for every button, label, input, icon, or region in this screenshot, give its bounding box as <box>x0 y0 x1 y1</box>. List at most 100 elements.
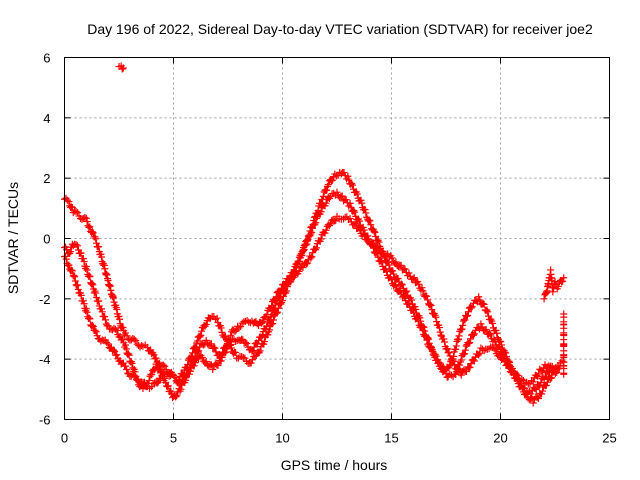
data-point <box>148 349 159 363</box>
data-point <box>65 198 76 212</box>
data-point <box>156 361 167 371</box>
x-tick-label: 15 <box>384 431 398 446</box>
data-point <box>457 366 470 379</box>
x-tick-label: 0 <box>61 431 68 446</box>
data-point <box>553 283 562 293</box>
data-point <box>207 312 219 323</box>
data-point <box>418 323 432 348</box>
data-point <box>390 270 403 286</box>
data-point <box>490 344 503 360</box>
data-point <box>246 352 259 367</box>
data-point <box>431 311 445 339</box>
data-point <box>438 332 451 353</box>
y-tick-label: 2 <box>43 171 50 186</box>
data-point <box>503 360 516 376</box>
data-point <box>326 189 339 201</box>
data-point <box>470 349 484 365</box>
data-point <box>69 240 80 250</box>
data-point <box>431 351 445 369</box>
data-point <box>130 335 141 348</box>
data-point <box>82 214 94 231</box>
data-point <box>248 339 261 355</box>
data-point <box>143 343 155 355</box>
data-point <box>359 229 372 245</box>
data-point <box>113 351 124 365</box>
data-point <box>560 353 568 378</box>
data-point <box>326 216 340 228</box>
data-point <box>272 299 286 317</box>
data-point <box>117 62 127 73</box>
data-point <box>540 290 550 303</box>
data-point <box>122 329 132 343</box>
data-point <box>529 370 543 386</box>
x-axis-label: GPS time / hours <box>281 457 388 473</box>
data-point <box>549 364 563 377</box>
data-point <box>69 207 80 217</box>
data-point <box>333 212 345 223</box>
data-point <box>265 310 279 334</box>
data-point <box>122 341 133 359</box>
data-point <box>139 382 150 392</box>
x-tick-label: 10 <box>275 431 289 446</box>
data-point <box>383 258 397 275</box>
data-point <box>457 341 471 364</box>
data-point <box>549 280 558 296</box>
data-point <box>534 373 547 389</box>
data-point <box>346 199 360 220</box>
data-point <box>281 277 294 293</box>
data-point <box>152 360 163 374</box>
data-point <box>261 313 275 333</box>
data-point <box>82 263 94 281</box>
data-point <box>259 328 273 348</box>
data-point <box>307 244 320 262</box>
data-point <box>74 209 84 222</box>
data-point <box>300 252 314 268</box>
data-point <box>451 361 464 377</box>
data-point <box>340 196 353 210</box>
data-point <box>403 287 416 308</box>
y-tick-label: 0 <box>43 232 50 247</box>
data-point <box>202 336 215 349</box>
data-point <box>176 376 190 395</box>
data-point <box>398 292 412 308</box>
data-point <box>320 194 333 210</box>
data-point <box>148 365 159 379</box>
data-point <box>100 261 112 283</box>
data-point <box>156 368 168 384</box>
data-point <box>392 258 405 271</box>
data-point <box>126 334 137 344</box>
data-point <box>468 296 481 311</box>
data-point <box>161 374 172 391</box>
data-point <box>82 305 94 323</box>
data-point <box>161 362 172 376</box>
data-point <box>551 278 560 289</box>
data-point <box>337 168 351 183</box>
data-point <box>209 360 222 373</box>
grid-lines <box>64 57 610 420</box>
data-point <box>464 356 477 372</box>
data-point <box>130 365 142 383</box>
data-point <box>241 338 255 354</box>
data-point <box>536 361 549 375</box>
data-point <box>318 183 331 204</box>
data-point <box>372 242 385 257</box>
data-point <box>74 281 85 299</box>
data-point <box>95 248 107 268</box>
data-point <box>483 343 496 353</box>
y-tick-label: 6 <box>43 51 50 66</box>
data-points <box>61 62 568 407</box>
x-tick-label: 20 <box>493 431 507 446</box>
chart-title: Day 196 of 2022, Sidereal Day-to-day VTE… <box>87 21 593 37</box>
data-point <box>300 231 314 250</box>
data-point <box>213 314 227 339</box>
data-point <box>135 342 146 351</box>
data-point <box>113 327 124 341</box>
data-point <box>527 384 540 398</box>
data-point <box>490 335 503 352</box>
data-point <box>444 349 458 366</box>
data-point <box>268 295 281 319</box>
data-point <box>165 387 177 402</box>
data-point <box>108 324 119 334</box>
data-point <box>346 214 359 229</box>
